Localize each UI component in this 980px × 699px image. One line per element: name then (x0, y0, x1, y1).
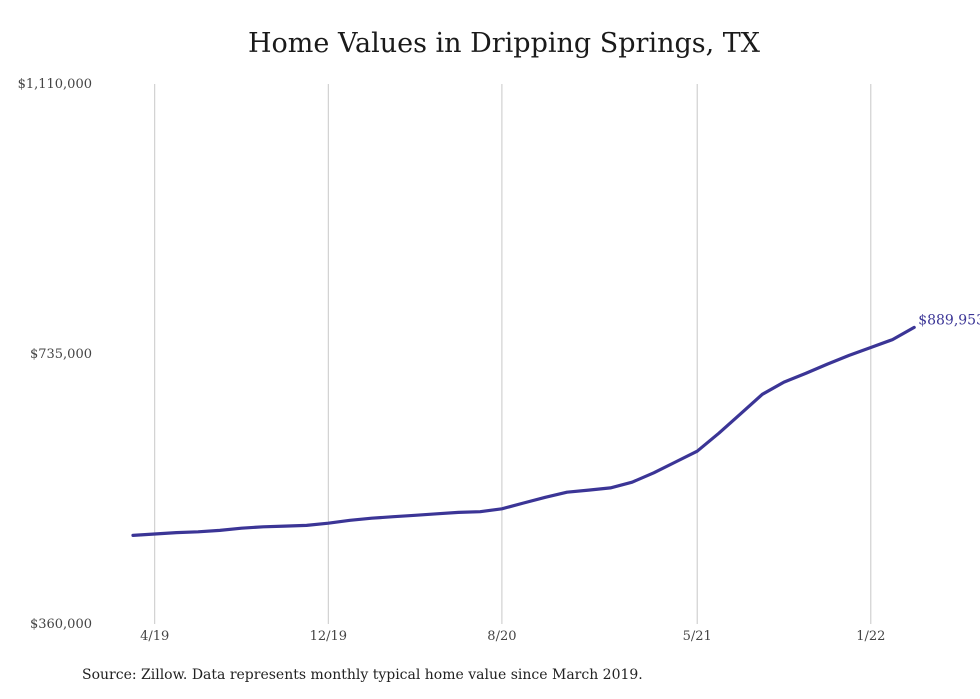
x-axis-ticks: 4/19 12/19 8/20 5/21 1/22 (140, 629, 885, 644)
x-tick-label: 4/19 (140, 629, 169, 644)
x-tick-label: 8/20 (487, 629, 516, 644)
y-axis-ticks: $1,110,000 $735,000 $360,000 (18, 77, 92, 632)
home-value-line (131, 325, 916, 537)
y-tick-label: $360,000 (30, 617, 92, 632)
x-tick-label: 5/21 (683, 629, 712, 644)
y-tick-label: $735,000 (30, 347, 92, 362)
x-tick-label: 1/22 (856, 629, 885, 644)
x-tick-label: 12/19 (310, 629, 347, 644)
end-value-label: $889,953 (918, 312, 980, 328)
gridlines (154, 84, 872, 624)
y-tick-label: $1,110,000 (18, 77, 92, 92)
chart-title: Home Values in Dripping Springs, TX (247, 28, 761, 59)
source-note: Source: Zillow. Data represents monthly … (82, 667, 643, 683)
